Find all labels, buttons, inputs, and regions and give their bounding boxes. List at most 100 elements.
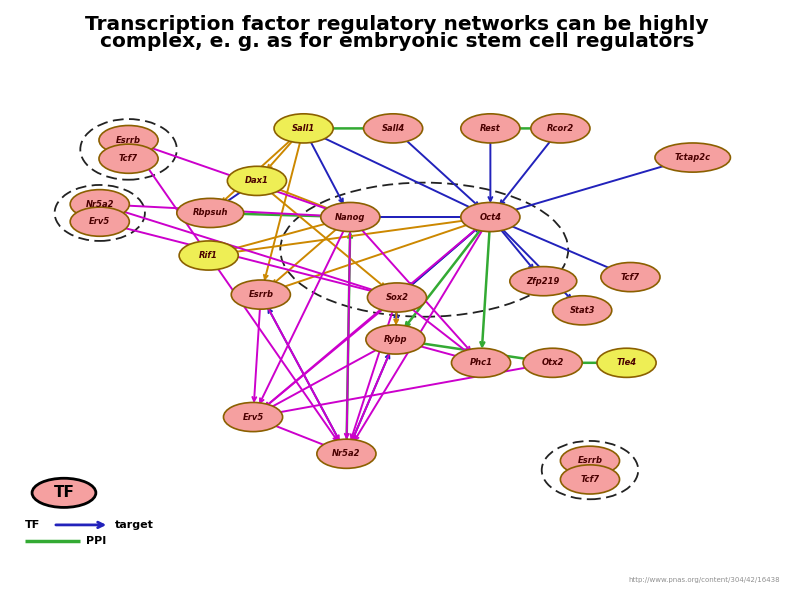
Text: Rybp: Rybp — [384, 335, 407, 344]
Text: Dax1: Dax1 — [245, 176, 269, 186]
Ellipse shape — [231, 280, 291, 309]
FancyArrowPatch shape — [268, 139, 295, 169]
FancyArrowPatch shape — [273, 226, 340, 284]
Ellipse shape — [655, 143, 730, 172]
Ellipse shape — [510, 267, 576, 296]
FancyArrowPatch shape — [223, 189, 245, 204]
Ellipse shape — [561, 446, 619, 475]
FancyArrowPatch shape — [227, 212, 337, 217]
FancyArrowPatch shape — [114, 225, 381, 295]
Ellipse shape — [597, 348, 656, 377]
FancyArrowPatch shape — [222, 137, 293, 202]
Text: Tcf7: Tcf7 — [621, 273, 640, 281]
Text: Tctap2c: Tctap2c — [675, 153, 711, 162]
Ellipse shape — [70, 190, 129, 219]
Text: Nr5a2: Nr5a2 — [332, 449, 360, 458]
Ellipse shape — [523, 348, 582, 377]
Text: Tcf7: Tcf7 — [119, 154, 138, 163]
FancyArrowPatch shape — [364, 215, 474, 219]
Ellipse shape — [461, 202, 520, 231]
Ellipse shape — [317, 439, 376, 468]
Ellipse shape — [561, 465, 619, 494]
FancyArrowPatch shape — [488, 142, 492, 201]
FancyArrowPatch shape — [395, 314, 399, 325]
Ellipse shape — [99, 144, 158, 173]
FancyArrowPatch shape — [266, 422, 331, 448]
Ellipse shape — [32, 478, 96, 508]
Text: PPI: PPI — [86, 536, 106, 546]
FancyArrowPatch shape — [141, 145, 335, 212]
FancyArrowPatch shape — [500, 139, 552, 205]
Text: Rest: Rest — [480, 124, 501, 133]
FancyArrowPatch shape — [406, 228, 482, 326]
FancyArrowPatch shape — [411, 343, 468, 359]
FancyArrowPatch shape — [504, 127, 544, 130]
FancyArrowPatch shape — [503, 223, 615, 271]
Text: Zfp219: Zfp219 — [526, 277, 560, 286]
Text: complex, e. g. as for embryonic stem cell regulators: complex, e. g. as for embryonic stem cel… — [100, 32, 694, 51]
FancyArrowPatch shape — [276, 221, 477, 290]
Ellipse shape — [223, 402, 283, 431]
Text: Erv5: Erv5 — [242, 412, 264, 421]
FancyArrowPatch shape — [224, 221, 337, 252]
Text: Otx2: Otx2 — [542, 358, 564, 367]
Text: Esrrb: Esrrb — [577, 456, 603, 465]
FancyArrowPatch shape — [353, 352, 390, 439]
FancyArrowPatch shape — [269, 365, 539, 415]
FancyArrowPatch shape — [268, 307, 339, 440]
FancyArrowPatch shape — [352, 354, 389, 441]
Ellipse shape — [227, 167, 287, 196]
Text: Esrrb: Esrrb — [249, 290, 273, 299]
Text: Sall4: Sall4 — [381, 124, 405, 133]
Text: Sall1: Sall1 — [292, 124, 315, 133]
FancyArrowPatch shape — [500, 227, 571, 299]
Ellipse shape — [366, 325, 425, 354]
FancyArrowPatch shape — [407, 227, 478, 289]
Text: Nr5a2: Nr5a2 — [86, 200, 114, 209]
Ellipse shape — [179, 241, 238, 270]
Text: Erv5: Erv5 — [89, 217, 110, 226]
FancyArrowPatch shape — [268, 309, 340, 441]
FancyArrowPatch shape — [265, 226, 480, 406]
Text: Stat3: Stat3 — [569, 306, 595, 315]
Text: Oct4: Oct4 — [480, 212, 501, 221]
FancyArrowPatch shape — [408, 306, 468, 353]
Ellipse shape — [531, 114, 590, 143]
Ellipse shape — [177, 198, 244, 227]
FancyArrowPatch shape — [113, 208, 382, 293]
FancyArrowPatch shape — [252, 308, 260, 401]
Ellipse shape — [601, 262, 660, 292]
Text: Tle4: Tle4 — [616, 358, 637, 367]
Text: http://www.pnas.org/content/304/42/16438: http://www.pnas.org/content/304/42/16438 — [628, 577, 780, 583]
Ellipse shape — [553, 296, 611, 325]
Text: Esrrb: Esrrb — [116, 136, 141, 145]
FancyArrowPatch shape — [506, 161, 680, 213]
FancyArrowPatch shape — [409, 342, 536, 362]
Text: TF: TF — [53, 486, 75, 500]
FancyArrowPatch shape — [395, 311, 398, 324]
FancyArrowPatch shape — [569, 361, 613, 365]
FancyArrowPatch shape — [409, 226, 480, 287]
Ellipse shape — [99, 126, 158, 155]
Text: Phc1: Phc1 — [469, 358, 492, 367]
Ellipse shape — [461, 114, 520, 143]
FancyArrowPatch shape — [347, 234, 352, 440]
FancyArrowPatch shape — [318, 127, 376, 130]
FancyArrowPatch shape — [114, 205, 334, 218]
Text: Transcription factor regulatory networks can be highly: Transcription factor regulatory networks… — [85, 15, 709, 34]
FancyArrowPatch shape — [316, 134, 476, 210]
FancyArrowPatch shape — [499, 228, 533, 269]
FancyArrowPatch shape — [366, 215, 476, 219]
Text: TF: TF — [25, 520, 40, 530]
FancyArrowPatch shape — [355, 229, 484, 440]
Text: Rbpsuh: Rbpsuh — [192, 208, 228, 217]
FancyArrowPatch shape — [360, 227, 470, 351]
FancyArrowPatch shape — [310, 140, 343, 203]
Text: Rif1: Rif1 — [199, 251, 218, 260]
FancyArrowPatch shape — [260, 230, 345, 403]
FancyArrowPatch shape — [264, 142, 300, 279]
FancyArrowPatch shape — [268, 190, 384, 287]
Text: Rcor2: Rcor2 — [547, 124, 574, 133]
Ellipse shape — [364, 114, 422, 143]
FancyArrowPatch shape — [480, 231, 489, 346]
